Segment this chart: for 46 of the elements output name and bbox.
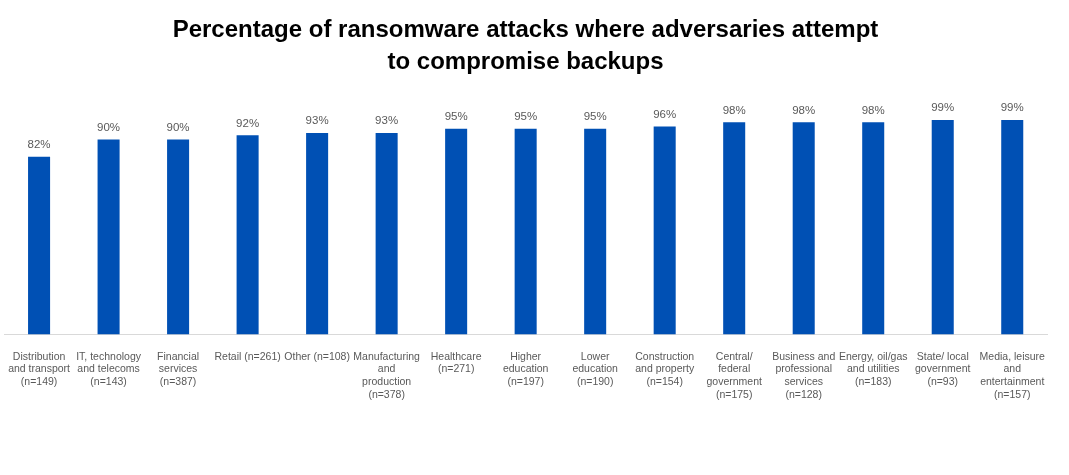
data-label: 95% [514, 110, 538, 123]
x-tick-label: Energy, oil/gas and utilities (n=183) [838, 349, 908, 387]
chart-title: Percentage of ransomware attacks where adversaries attempt to compromise backups [172, 14, 879, 75]
x-tick-label: Higher education (n=197) [502, 349, 549, 387]
bar [931, 119, 954, 335]
bar [792, 122, 815, 335]
data-label: 98% [722, 103, 746, 116]
x-tick-label: Central/ federal government (n=175) [706, 349, 762, 400]
data-label: 95% [444, 110, 468, 123]
data-label: 98% [792, 103, 816, 116]
bar [723, 122, 746, 335]
x-tick-label: Healthcare (n=271) [430, 349, 482, 375]
data-label: 98% [861, 103, 885, 116]
data-label: 96% [653, 107, 677, 120]
data-label: 82% [27, 138, 51, 151]
x-tick-label: Retail (n=261) [214, 349, 281, 362]
x-tick-label: Manufacturing and production (n=378) [353, 349, 421, 400]
bar [167, 139, 190, 335]
bar [445, 128, 468, 335]
bar [97, 139, 120, 335]
bar [653, 126, 676, 335]
x-tick-label: Lower education (n=190) [572, 349, 619, 387]
data-label: 90% [166, 120, 190, 133]
x-tick-label: Media, leisure and entertainment (n=157) [979, 349, 1046, 400]
x-tick-label: State/ local government (n=93) [915, 349, 971, 387]
bar [584, 128, 607, 335]
x-tick-label: Construction and property (n=154) [635, 349, 695, 387]
data-label: 95% [583, 110, 607, 123]
data-label: 99% [1000, 101, 1024, 114]
bar [28, 156, 51, 335]
x-tick-label: IT, technology and telecoms (n=143) [76, 349, 142, 387]
bar [1001, 119, 1024, 335]
bar [236, 135, 259, 335]
data-label: 93% [375, 114, 399, 127]
data-label: 90% [97, 120, 121, 133]
data-label: 99% [931, 101, 955, 114]
bar [375, 132, 398, 335]
x-tick-label: Financial services (n=387) [157, 349, 200, 387]
x-tick-label: Distribution and transport (n=149) [8, 349, 71, 387]
data-label: 93% [305, 114, 329, 127]
x-tick-label: Business and professional services (n=128) [772, 349, 836, 400]
bar [306, 132, 329, 335]
x-tick-label: Other (n=108) [284, 349, 350, 362]
bar [862, 122, 885, 335]
data-label: 92% [236, 116, 260, 129]
bar [514, 128, 537, 335]
